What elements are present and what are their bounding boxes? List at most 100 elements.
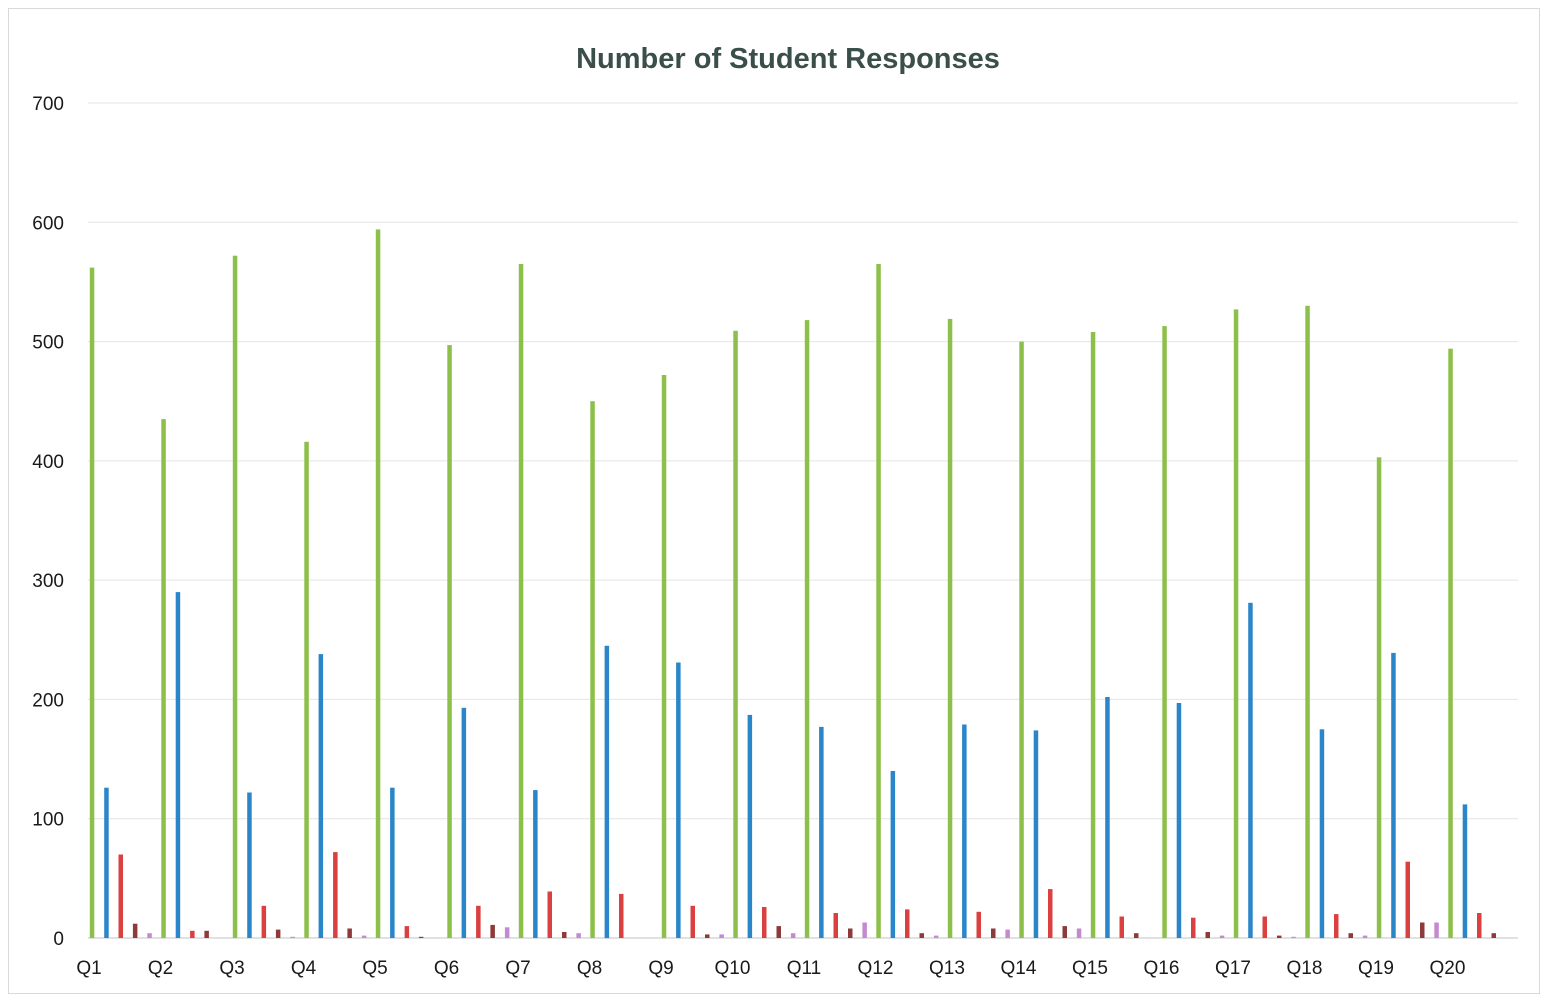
bar-q7-series-4 (562, 932, 567, 938)
bar-q9-series-5 (719, 934, 724, 938)
bar-q16-series-5 (1219, 935, 1225, 938)
bar-q10-series-4 (776, 926, 781, 938)
bar-q13-series-1 (947, 318, 953, 938)
bar-q8-series-1 (590, 401, 595, 938)
bar-q17-series-4 (1277, 935, 1282, 938)
bar-q14-series-3 (1048, 889, 1053, 938)
bar-q20-series-2 (1462, 804, 1468, 938)
bar-q18-series-4 (1348, 933, 1353, 938)
x-tick-label: Q14 (1001, 958, 1037, 979)
gridlines (88, 102, 1518, 939)
y-tick-label: 0 (53, 929, 64, 950)
bar-q14-series-1 (1019, 341, 1024, 939)
bar-q3-series-5 (290, 936, 295, 938)
bar-q20-series-3 (1477, 913, 1482, 938)
x-tick-label: Q19 (1358, 958, 1394, 979)
bar-q17-series-1 (1233, 309, 1239, 938)
bar-q13-series-2 (962, 724, 967, 938)
bar-q11-series-4 (848, 928, 853, 938)
bar-q7-series-1 (518, 264, 524, 938)
x-tick-label: Q7 (505, 958, 530, 979)
bar-q9-series-3 (690, 905, 695, 938)
y-tick-label: 500 (32, 333, 64, 354)
x-tick-label: Q4 (291, 958, 317, 979)
bar-q9-series-2 (676, 662, 681, 938)
bar-q18-series-3 (1334, 914, 1339, 938)
bar-q1-series-2 (104, 787, 109, 938)
x-tick-label: Q15 (1072, 958, 1108, 979)
bar-q16-series-2 (1176, 703, 1182, 938)
bar-q12-series-3 (905, 909, 910, 938)
x-tick-label: Q20 (1430, 958, 1466, 979)
bar-q4-series-3 (333, 852, 338, 938)
x-tick-label: Q10 (715, 958, 751, 979)
x-tick-label: Q8 (577, 958, 602, 979)
x-tick-label: Q5 (362, 958, 387, 979)
x-tick-label: Q3 (219, 958, 244, 979)
bar-q4-series-2 (318, 654, 324, 938)
x-axis-ticks: Q1 Q2 Q3 Q4 Q5 Q6 Q7 Q8 Q9 Q10 Q11 Q12 Q13 Q14 Q15 Q16 Q… (76, 958, 1465, 979)
bar-q10-series-3 (762, 907, 767, 938)
bar-q18-series-1 (1305, 305, 1310, 938)
x-tick-label: Q12 (858, 958, 894, 979)
bar-q7-series-5 (576, 933, 581, 938)
x-tick-label: Q16 (1144, 958, 1180, 979)
x-tick-label: Q6 (434, 958, 459, 979)
bar-q5-series-2 (390, 787, 395, 938)
bar-q12-series-5 (933, 935, 939, 938)
chart-title: Number of Student Responses (576, 43, 1000, 75)
bar-q5-series-1 (375, 229, 381, 938)
bar-q1-series-3 (118, 854, 123, 938)
bar-q8-series-3 (619, 893, 624, 938)
y-tick-label: 100 (32, 810, 64, 831)
bar-q2-series-4 (204, 930, 209, 938)
bar-q11-series-3 (833, 913, 838, 938)
bar-q16-series-1 (1162, 326, 1167, 939)
y-tick-label: 300 (32, 571, 64, 592)
bar-q19-series-4 (1420, 922, 1425, 938)
bar-q6-series-5 (504, 927, 510, 938)
bar-q19-series-1 (1376, 457, 1382, 938)
x-tick-label: Q9 (648, 958, 673, 979)
bar-q4-series-5 (361, 935, 367, 938)
x-tick-label: Q11 (787, 958, 822, 979)
bar-q16-series-4 (1205, 932, 1210, 938)
bar-q19-series-3 (1405, 861, 1410, 938)
bar-q11-series-2 (819, 726, 824, 938)
bar-q12-series-4 (919, 933, 924, 938)
bar-q14-series-5 (1076, 928, 1082, 938)
bar-q6-series-2 (461, 707, 467, 938)
bar-q2-series-2 (175, 592, 181, 938)
bar-q6-series-4 (490, 924, 495, 938)
bar-q6-series-3 (476, 905, 481, 938)
bar-q4-series-4 (347, 928, 352, 938)
x-tick-label: Q2 (148, 958, 173, 979)
bar-q18-series-5 (1362, 935, 1368, 938)
bar-q5-series-4 (418, 936, 424, 938)
bar-q17-series-5 (1291, 936, 1296, 938)
bar-q13-series-4 (991, 928, 996, 938)
bar-q10-series-2 (747, 714, 753, 938)
bar-q11-series-1 (804, 320, 810, 939)
bar-q15-series-3 (1119, 916, 1124, 938)
x-tick-label: Q13 (929, 958, 965, 979)
bar-q12-series-1 (876, 264, 881, 938)
bar-q5-series-3 (404, 926, 410, 938)
x-tick-label: Q1 (76, 958, 101, 979)
y-axis-ticks: 0 100 200 300 400 500 600 700 (32, 94, 64, 950)
chart-frame (8, 8, 1540, 994)
bar-q17-series-2 (1248, 602, 1253, 938)
x-tick-label: Q18 (1287, 958, 1323, 979)
bar-q17-series-3 (1262, 916, 1267, 938)
bar-q1-series-5 (147, 933, 152, 938)
bar-q3-series-2 (247, 792, 252, 938)
bar-q16-series-3 (1191, 917, 1196, 938)
bar-q14-series-2 (1033, 730, 1039, 938)
bar-q14-series-4 (1062, 926, 1067, 938)
bar-q11-series-5 (862, 922, 867, 938)
bar-q20-series-4 (1491, 933, 1496, 938)
bars (89, 229, 1496, 939)
y-tick-label: 600 (32, 213, 64, 234)
bar-q15-series-1 (1090, 332, 1096, 938)
